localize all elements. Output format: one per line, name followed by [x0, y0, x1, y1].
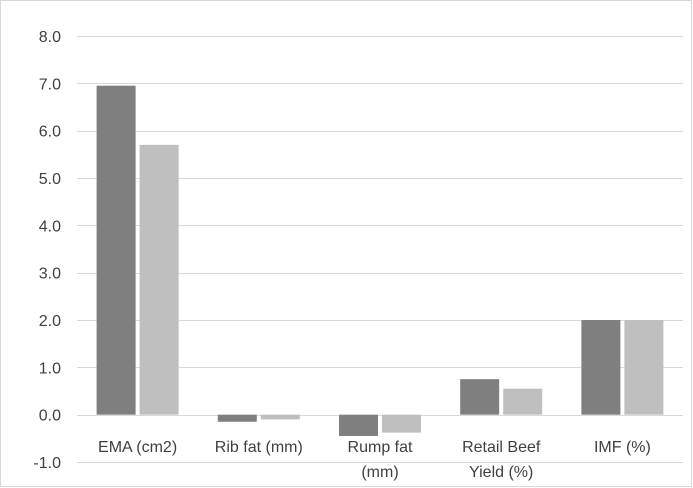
category-label: IMF (%) [594, 439, 651, 456]
bar-series-1-4 [581, 320, 621, 415]
y-tick-label: -1.0 [33, 455, 61, 472]
bar-series-2-1 [260, 414, 300, 420]
category-label: Retail Beef [462, 439, 541, 456]
bars [96, 85, 664, 436]
bar-series-1-2 [339, 414, 378, 436]
y-tick-label: 5.0 [39, 171, 61, 188]
y-tick-label: 7.0 [39, 76, 61, 93]
y-tick-label: 4.0 [39, 218, 61, 235]
bar-series-2-0 [139, 144, 179, 415]
y-tick-label: 1.0 [39, 360, 61, 377]
bar-series-1-0 [96, 85, 136, 415]
bar-series-1-3 [460, 379, 500, 415]
bar-series-2-2 [382, 414, 421, 433]
y-tick-label: 0.0 [39, 408, 61, 425]
bar-series-2-3 [503, 388, 543, 415]
y-tick-label: 8.0 [39, 29, 61, 46]
y-tick-label: 3.0 [39, 266, 61, 283]
category-label: Rump fat [348, 439, 413, 456]
category-label: (mm) [361, 464, 398, 481]
y-axis-tick-labels: 8.0 7.0 6.0 5.0 4.0 3.0 2.0 1.0 0.0 -1.0 [33, 29, 61, 472]
bar-series-1-1 [217, 414, 257, 422]
category-label: Rib fat (mm) [215, 439, 303, 456]
bar-series-2-4 [624, 320, 664, 415]
category-labels: EMA (cm2) Rib fat (mm) Rump fat (mm) Retail … [98, 439, 651, 481]
y-tick-label: 6.0 [39, 124, 61, 141]
category-label: Yield (%) [469, 464, 533, 481]
y-tick-label: 2.0 [39, 313, 61, 330]
category-label: EMA (cm2) [98, 439, 177, 456]
